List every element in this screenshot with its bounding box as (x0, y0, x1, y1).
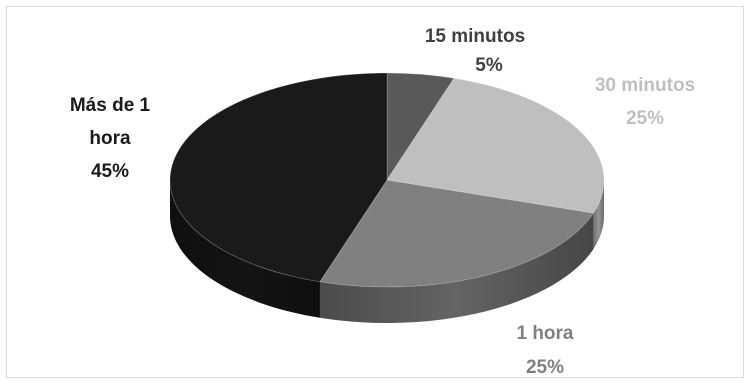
label-1-hora-name: 1 hora (516, 323, 573, 344)
label-mas-de-1-hora-name-line2: hora (89, 128, 131, 149)
slice-mas-de-1-hora-side-shading (170, 180, 320, 318)
slice-15-minutos (386, 72, 455, 182)
label-30-minutos: 30 minutos 25% (595, 75, 695, 129)
label-30-minutos-name: 30 minutos (595, 75, 695, 96)
label-mas-de-1-hora-percent: 45% (91, 161, 129, 182)
label-mas-de-1-hora-name-line1: Más de 1 (70, 95, 151, 116)
label-1-hora-percent: 25% (526, 357, 564, 378)
label-15-minutos: 15 minutos 5% (425, 26, 525, 76)
slice-1-hora (319, 179, 595, 288)
slice-1-hora-side-shading (319, 213, 594, 324)
label-15-minutos-name: 15 minutos (425, 26, 525, 47)
slice-30-minutos-side-shading (593, 180, 604, 250)
label-15-minutos-percent: 5% (475, 55, 503, 76)
slice-mas-de-1-hora (169, 72, 388, 283)
label-1-hora: 1 hora 25% (516, 323, 573, 378)
label-30-minutos-percent: 25% (626, 108, 664, 129)
label-mas-de-1-hora: Más de 1 hora 45% (70, 95, 151, 182)
slice-30-minutos (386, 77, 605, 214)
